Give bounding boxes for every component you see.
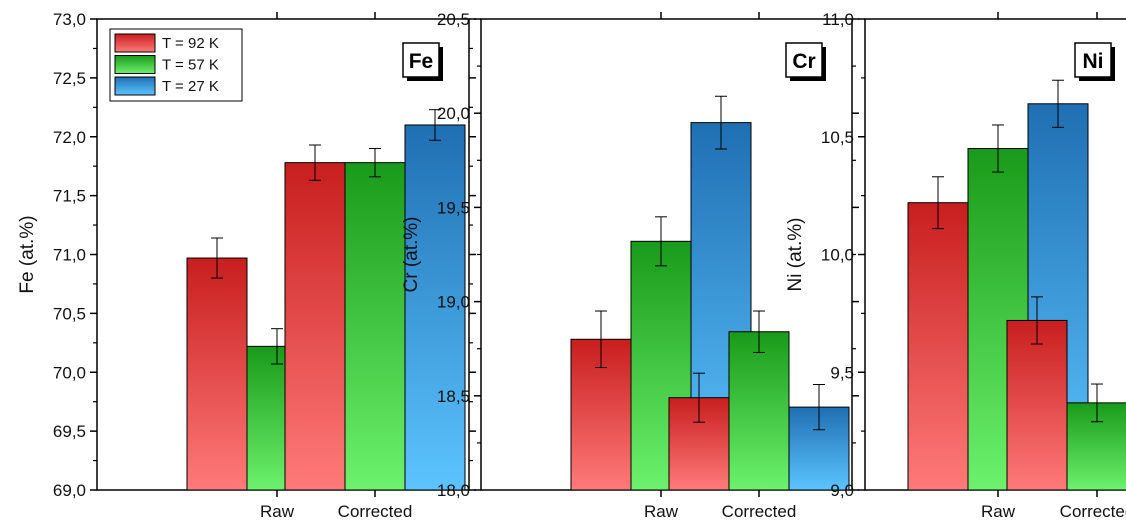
y-tick-label: 71,0 [53,246,86,265]
legend-swatch [114,76,156,96]
x-category-label: Corrected [722,502,797,521]
y-axis-title: Cr (at.%) [401,217,422,293]
y-tick-label: 10,0 [821,246,854,265]
legend-label: T = 92 K [162,35,219,52]
x-category-label: Corrected [338,502,413,521]
legend-label: T = 57 K [162,57,219,74]
legend-swatch [114,55,156,74]
bar-corrected-1 [1006,319,1068,491]
y-axis-title: Ni (at.%) [785,218,806,292]
y-tick-label: 69,5 [53,422,86,441]
bar-raw-1 [186,257,248,491]
legend: T = 92 K T = 57 K T = 27 K [109,28,243,102]
y-tick-label: 18,5 [437,387,470,406]
y-tick-label: 10,5 [821,128,854,147]
element-label-box [1074,42,1112,78]
y-tick-label: 19,5 [437,198,470,217]
y-tick-label: 20,5 [437,10,470,29]
y-tick-label: 70,5 [53,304,86,323]
x-category-label: Raw [644,502,679,521]
y-axis-title: Fe (at.%) [17,215,38,293]
y-tick-label: 73,0 [53,10,86,29]
panel-ni: 9,0 9,5 10,0 10,5 11,0 Ni (at.%) Raw Corrected N… [785,10,1126,521]
y-tick-label: 72,0 [53,128,86,147]
bar-corrected-3 [404,124,466,491]
element-label-box [402,42,440,78]
y-tick-label: 70,0 [53,363,86,382]
y-tick-label: 9,5 [830,363,854,382]
bar-corrected-2 [728,331,790,491]
x-category-label: Raw [260,502,295,521]
element-label-box [785,42,823,78]
y-tick-label: 71,5 [53,187,86,206]
y-tick-label: 18,0 [437,481,470,500]
x-category-label: Corrected [1060,502,1126,521]
y-tick-label: 69,0 [53,481,86,500]
legend-swatch [114,33,156,53]
y-tick-label: 20,0 [437,104,470,123]
panel-fe: 69,0 69,5 70,0 70,5 71,0 71,5 72,0 72,5 73,0 Fe (… [17,10,476,521]
y-tick-label: 19,0 [437,293,470,312]
panel-cr: 18,0 18,5 19,0 19,5 20,0 20,5 Cr (at.%) Raw Corr… [401,10,859,521]
y-tick-label: 11,0 [822,10,854,29]
element-label: Ni [1083,50,1104,73]
element-label: Fe [409,50,434,73]
bar-corrected-2 [344,162,406,491]
bar-raw-1 [907,202,969,491]
x-category-label: Raw [981,502,1016,521]
element-label: Cr [792,50,815,73]
legend-label: T = 27 K [162,78,219,95]
y-tick-label: 72,5 [53,69,86,88]
bar-corrected-1 [284,162,346,491]
y-tick-label: 9,0 [830,481,854,500]
